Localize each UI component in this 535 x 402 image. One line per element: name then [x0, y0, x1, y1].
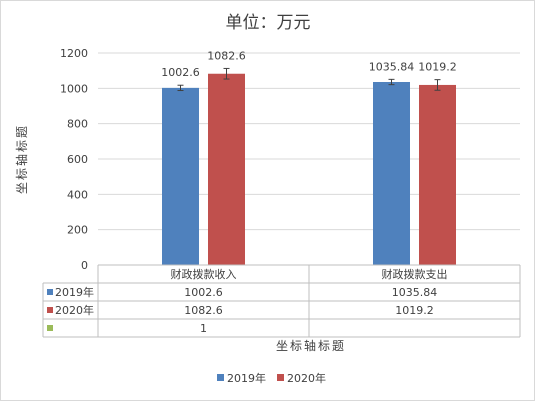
bar	[419, 84, 456, 265]
table-cell: 1082.6	[184, 304, 223, 317]
table-legend-key	[47, 307, 53, 313]
bar	[373, 82, 410, 265]
table-legend-key	[47, 289, 53, 295]
data-label: 1019.2	[418, 61, 457, 74]
table-series-name: 2020年	[55, 303, 94, 317]
data-label: 1035.84	[369, 60, 415, 73]
table-cell: 1035.84	[392, 286, 438, 299]
legend-key	[277, 374, 284, 381]
legend-label: 2020年	[287, 371, 326, 385]
y-tick-label: 1200	[60, 47, 88, 60]
bar	[162, 87, 199, 266]
data-label: 1082.6	[207, 49, 246, 62]
y-tick-label: 200	[67, 224, 88, 237]
table-cell: 1	[200, 322, 207, 335]
y-tick-label: 400	[67, 188, 88, 201]
x-axis-title: 坐标轴标题	[276, 338, 346, 353]
table-series-name: 2019年	[55, 285, 94, 299]
x-category-label: 财政拨款收入	[171, 267, 237, 281]
x-category-label: 财政拨款支出	[382, 267, 448, 281]
y-tick-label: 800	[67, 118, 88, 131]
y-tick-label: 0	[81, 259, 88, 272]
legend-label: 2019年	[227, 371, 266, 385]
y-tick-label: 600	[67, 153, 88, 166]
y-tick-label: 1000	[60, 82, 88, 95]
table-cell: 1002.6	[184, 286, 223, 299]
y-axis-title: 坐标轴标题	[14, 124, 29, 194]
table-cell: 1019.2	[395, 304, 434, 317]
chart-title: 单位：万元	[226, 13, 311, 33]
bar	[208, 73, 245, 266]
legend-key	[217, 374, 224, 381]
data-label: 1002.6	[161, 66, 200, 79]
table-legend-key	[47, 325, 53, 331]
